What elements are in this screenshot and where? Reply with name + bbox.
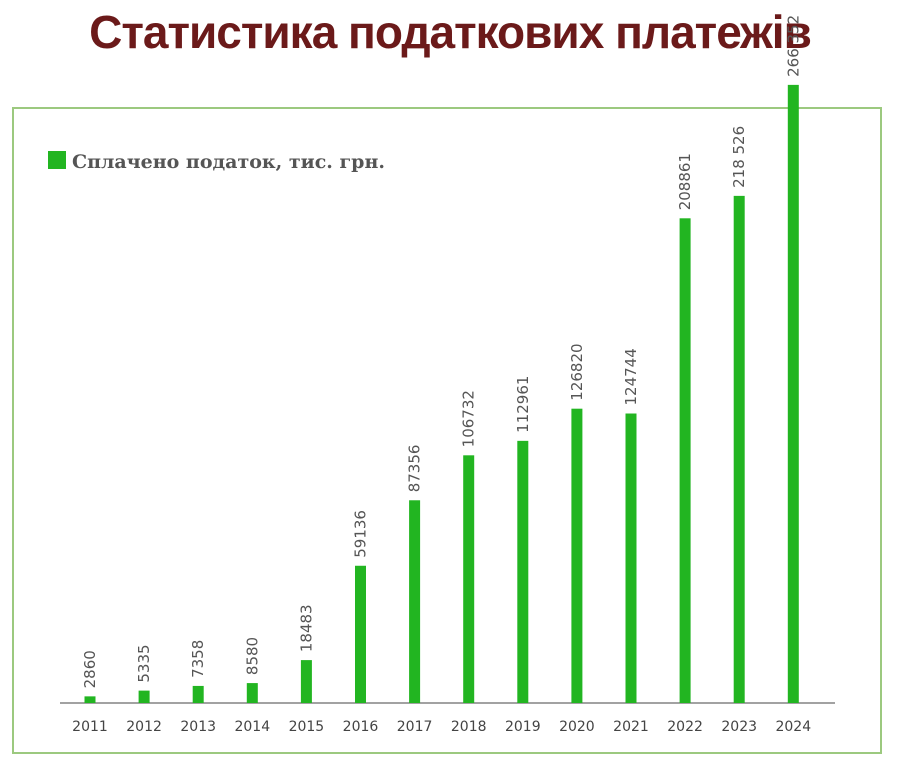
bar-2014	[246, 683, 258, 703]
bar-2021	[625, 413, 637, 703]
value-label-2017: 87356	[406, 445, 424, 493]
legend-swatch	[48, 151, 66, 169]
value-label-2020: 126820	[568, 343, 586, 400]
x-tick-2011: 2011	[72, 719, 108, 735]
x-tick-labels: 2011 2012 2013 2014 2015 2016 2017 2018 2019 2020…	[72, 719, 811, 735]
bar-2011	[84, 696, 96, 703]
chart-frame	[12, 107, 882, 754]
x-tick-2013: 2013	[180, 719, 216, 735]
bar-2015	[300, 660, 312, 703]
x-tick-2023: 2023	[721, 719, 757, 735]
page-title: Статистика податкових платежів	[89, 6, 812, 58]
x-tick-2017: 2017	[397, 719, 433, 735]
value-label-2014: 8580	[243, 637, 261, 675]
legend-label: Сплачено податок, тис. грн.	[72, 151, 385, 173]
bar-2016	[355, 565, 366, 703]
value-labels: 2860 5335 7358 8580 18483 59136 87356 106732 112…	[81, 15, 802, 689]
bar-2020	[571, 408, 583, 703]
bar-2018	[463, 455, 475, 703]
value-label-2015: 18483	[297, 604, 315, 652]
value-label-2021: 124744	[622, 348, 640, 405]
x-tick-2022: 2022	[667, 719, 703, 735]
bars	[84, 84, 799, 704]
x-tick-2018: 2018	[451, 719, 487, 735]
bar-2019	[517, 440, 529, 703]
x-tick-2021: 2021	[613, 719, 649, 735]
value-label-2024: 266 352	[784, 15, 802, 77]
value-label-2016: 59136	[352, 510, 370, 558]
value-label-2013: 7358	[189, 640, 207, 678]
bar-2017	[409, 500, 421, 703]
x-tick-2014: 2014	[234, 719, 270, 735]
x-tick-2020: 2020	[559, 719, 595, 735]
x-tick-2015: 2015	[289, 719, 325, 735]
value-label-2022: 208861	[676, 153, 694, 210]
x-tick-2016: 2016	[343, 719, 379, 735]
bar-2012	[138, 690, 150, 703]
x-tick-2024: 2024	[775, 719, 811, 735]
bar-2013	[192, 685, 204, 703]
value-label-2019: 112961	[514, 376, 532, 433]
bar-2024	[787, 84, 799, 704]
value-label-2011: 2860	[81, 650, 99, 688]
value-label-2012: 5335	[135, 644, 153, 682]
bar-2022	[679, 218, 691, 703]
x-tick-2012: 2012	[126, 719, 162, 735]
legend: Сплачено податок, тис. грн.	[48, 151, 385, 173]
x-tick-2019: 2019	[505, 719, 541, 735]
value-label-2023: 218 526	[730, 126, 748, 188]
value-label-2018: 106732	[460, 390, 478, 447]
bar-2023	[733, 195, 745, 704]
